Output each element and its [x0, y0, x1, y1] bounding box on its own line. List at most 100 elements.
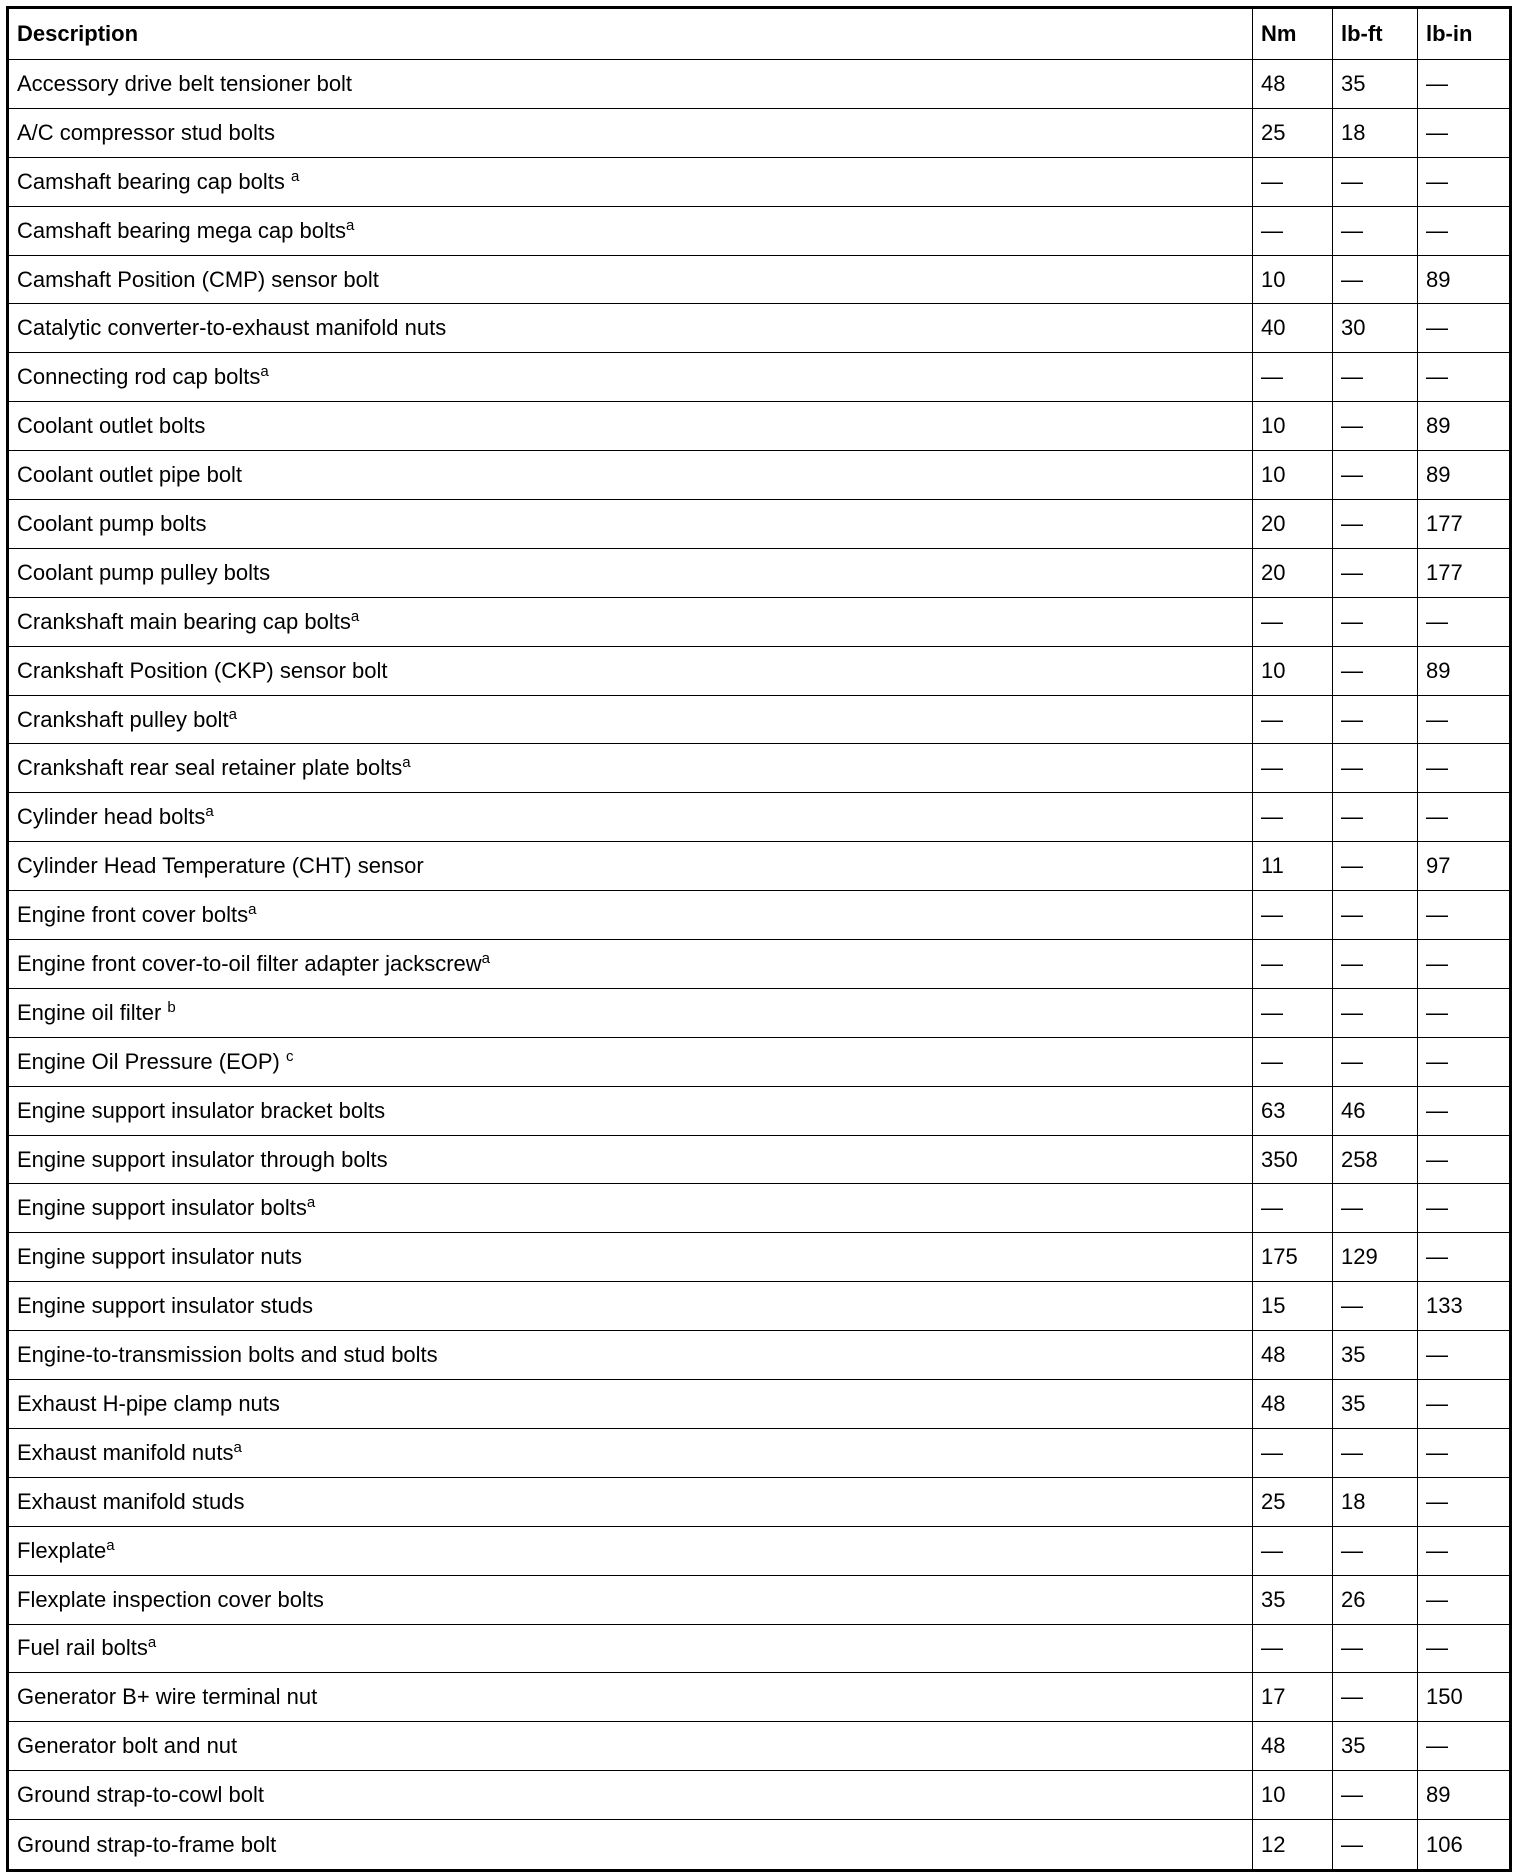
lb-ft-cell: — — [1332, 1525, 1418, 1576]
header-row: Description Nm lb-ft lb-in — [7, 7, 1511, 60]
nm-cell: — — [1252, 596, 1333, 647]
description-cell-text: Connecting rod cap bolts — [17, 364, 261, 390]
lb-in-cell-text: — — [1426, 217, 1448, 243]
lb-ft-cell: 18 — [1332, 1476, 1418, 1527]
lb-ft-cell: — — [1332, 205, 1418, 256]
nm-cell-text: 10 — [1261, 1782, 1286, 1808]
lb-in-cell: — — [1417, 596, 1511, 647]
lb-ft-cell: 18 — [1332, 107, 1418, 158]
table-row: Camshaft Position (CMP) sensor bolt 10 — 89 — [7, 254, 1511, 305]
footnote-marker: a — [481, 949, 490, 967]
description-cell: Fuel rail boltsa — [7, 1623, 1253, 1674]
description-cell-text: Fuel rail bolts — [17, 1635, 148, 1661]
lb-in-cell: 150 — [1417, 1672, 1511, 1723]
lb-in-cell: — — [1417, 205, 1511, 256]
nm-cell-text: 48 — [1261, 1342, 1286, 1368]
lb-in-cell: 89 — [1417, 450, 1511, 501]
description-cell: Camshaft Position (CMP) sensor bolt — [7, 254, 1253, 305]
lb-in-cell: 133 — [1417, 1281, 1511, 1332]
header-lb-ft: lb-ft — [1332, 7, 1418, 60]
description-cell-text: Exhaust manifold nuts — [17, 1439, 234, 1465]
description-cell: Flexplatea — [7, 1525, 1253, 1576]
nm-cell-text: — — [1261, 999, 1283, 1025]
lb-ft-cell: 26 — [1332, 1574, 1418, 1625]
lb-in-cell: — — [1417, 1134, 1511, 1185]
description-cell: Exhaust manifold studs — [7, 1476, 1253, 1527]
lb-ft-cell: — — [1332, 1281, 1418, 1332]
lb-ft-cell-text: — — [1341, 608, 1363, 634]
nm-cell-text: 11 — [1261, 853, 1284, 879]
lb-in-cell: 106 — [1417, 1819, 1511, 1871]
nm-cell-text: 48 — [1261, 70, 1286, 96]
lb-in-cell: — — [1417, 1330, 1511, 1381]
lb-in-cell-text: 89 — [1426, 462, 1451, 488]
description-cell: Engine-to-transmission bolts and stud bo… — [7, 1330, 1253, 1381]
description-cell: Flexplate inspection cover bolts — [7, 1574, 1253, 1625]
description-cell: Ground strap-to-frame bolt — [7, 1819, 1253, 1871]
description-cell: Accessory drive belt tensioner bolt — [7, 59, 1253, 109]
description-cell-text: Engine support insulator bracket bolts — [17, 1097, 386, 1123]
footnote-marker: a — [233, 1438, 242, 1456]
lb-in-cell-text: — — [1426, 1342, 1448, 1368]
description-cell: Crankshaft pulley bolta — [7, 694, 1253, 745]
nm-cell: 48 — [1252, 1379, 1333, 1429]
lb-in-cell-text: 177 — [1426, 559, 1463, 585]
nm-cell-text: — — [1261, 364, 1283, 390]
description-cell-text: Engine front cover-to-oil filter adapter… — [17, 950, 482, 976]
description-cell-text: Accessory drive belt tensioner bolt — [17, 70, 353, 96]
nm-cell: — — [1252, 694, 1333, 745]
lb-ft-cell-text: — — [1341, 1635, 1363, 1661]
footnote-marker: a — [260, 363, 269, 381]
lb-ft-cell: — — [1332, 645, 1418, 696]
description-cell: Engine front cover boltsa — [7, 890, 1253, 941]
lb-ft-cell-text: — — [1341, 1782, 1363, 1808]
nm-cell: 15 — [1252, 1281, 1333, 1332]
lb-ft-cell: 258 — [1332, 1134, 1418, 1185]
lb-in-cell-text: — — [1426, 1390, 1448, 1416]
nm-cell: — — [1252, 1427, 1333, 1478]
table-row: Engine front cover-to-oil filter adapter… — [7, 939, 1511, 989]
lb-in-cell: — — [1417, 156, 1511, 207]
header-lb-in: lb-in — [1417, 7, 1511, 60]
lb-ft-cell-text: — — [1341, 1048, 1363, 1074]
lb-in-cell: 89 — [1417, 1770, 1511, 1821]
nm-cell-text: 10 — [1261, 266, 1286, 292]
lb-in-cell-text: — — [1426, 1488, 1448, 1514]
description-cell-text: A/C compressor stud bolts — [17, 119, 275, 145]
lb-ft-cell-text: 258 — [1341, 1146, 1378, 1172]
lb-ft-cell-text: — — [1341, 510, 1363, 536]
lb-ft-cell: — — [1332, 743, 1418, 794]
footnote-marker: a — [147, 1634, 157, 1652]
nm-cell-text: 350 — [1261, 1146, 1298, 1172]
description-cell: Cylinder Head Temperature (CHT) sensor — [7, 841, 1253, 892]
nm-cell: 10 — [1252, 254, 1333, 305]
table-row: Engine support insulator nuts 175 129 — — [7, 1232, 1511, 1283]
nm-cell-text: — — [1261, 1635, 1283, 1661]
header-nm: Nm — [1252, 7, 1333, 60]
description-cell-text: Engine support insulator studs — [17, 1293, 313, 1319]
lb-ft-cell-text: — — [1341, 559, 1363, 585]
footnote-marker: a — [106, 1536, 115, 1554]
header-description: Description — [7, 7, 1253, 60]
lb-in-cell: — — [1417, 1427, 1511, 1478]
description-cell-text: Ground strap-to-frame bolt — [17, 1831, 277, 1857]
description-cell: Ground strap-to-cowl bolt — [7, 1770, 1253, 1821]
lb-ft-cell: 35 — [1332, 1330, 1418, 1381]
table-row: Ground strap-to-cowl bolt 10 — 89 — [7, 1770, 1511, 1821]
lb-ft-cell-text: 35 — [1341, 1342, 1366, 1368]
description-cell-text: Crankshaft main bearing cap bolts — [17, 608, 351, 634]
nm-cell: — — [1252, 890, 1333, 941]
description-cell: Exhaust H-pipe clamp nuts — [7, 1379, 1253, 1429]
nm-cell-text: 12 — [1261, 1831, 1286, 1857]
lb-in-cell: — — [1417, 939, 1511, 989]
nm-cell: — — [1252, 352, 1333, 403]
table-row: Ground strap-to-frame bolt 12 — 106 — [7, 1819, 1511, 1871]
lb-ft-cell: — — [1332, 1183, 1418, 1234]
table-row: Connecting rod cap boltsa — — — — [7, 352, 1511, 403]
description-cell-text: Coolant outlet bolts — [17, 413, 206, 439]
description-cell: Crankshaft main bearing cap boltsa — [7, 596, 1253, 647]
description-cell: Engine Oil Pressure (EOP) c — [7, 1036, 1253, 1087]
description-cell: Engine support insulator boltsa — [7, 1183, 1253, 1234]
nm-cell-text: 10 — [1261, 462, 1286, 488]
lb-in-cell: — — [1417, 352, 1511, 403]
